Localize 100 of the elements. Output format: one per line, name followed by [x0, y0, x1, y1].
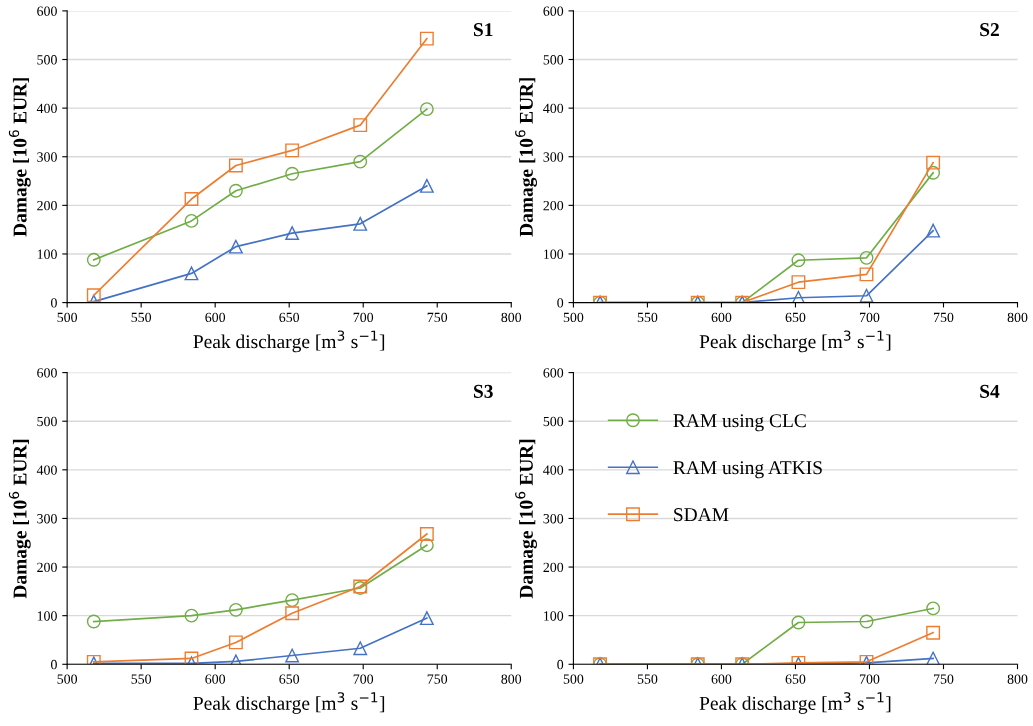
x-tick-label: 600: [711, 312, 732, 323]
point: [285, 606, 300, 621]
point: [184, 192, 199, 206]
y-tick-label: 600: [543, 368, 564, 378]
point: [228, 635, 243, 650]
x-axis-title: Peak discharge [m$^{3}$ s$^{−1}$]: [193, 692, 385, 714]
point: [285, 166, 300, 181]
y-tick-label: 100: [37, 611, 57, 621]
annotation: S3: [473, 384, 493, 398]
x-tick-label: 750: [427, 312, 448, 323]
y-tick-label: 400: [543, 103, 564, 114]
x-tick-label: 700: [353, 674, 374, 684]
y-tick-label: 300: [543, 514, 564, 524]
x-tick-label: 750: [933, 674, 954, 684]
point: [859, 267, 874, 282]
point: [926, 165, 941, 180]
point: [419, 527, 434, 541]
point: [926, 155, 941, 170]
y-tick-label: 0: [557, 659, 564, 670]
x-tick-label: 800: [1007, 312, 1028, 323]
y-tick-label: 300: [37, 514, 57, 524]
x-tick-label: 800: [501, 674, 522, 684]
point: [184, 213, 199, 228]
point: [86, 288, 101, 303]
x-tick-label: 600: [711, 674, 732, 684]
point: [859, 250, 874, 265]
y-tick-label: 200: [543, 562, 564, 573]
y-tick-label: 0: [51, 298, 57, 308]
x-tick-label: 650: [785, 674, 806, 684]
y-axis-title: Damage [10$^{6}$ EUR]: [515, 78, 537, 237]
point: [859, 288, 874, 303]
point: [419, 178, 434, 193]
y-axis-title: Damage [10$^{6}$ EUR]: [515, 439, 537, 599]
y-tick-label: 500: [543, 55, 564, 65]
x-tick-label: 650: [785, 312, 806, 323]
y-tick-label: 600: [37, 6, 57, 16]
point: [228, 654, 243, 665]
point: [353, 641, 368, 656]
point: [353, 118, 368, 133]
point: [86, 252, 101, 267]
y-tick-label: 0: [51, 659, 57, 670]
point: [353, 154, 368, 169]
x-tick-label: 750: [933, 312, 954, 323]
y-tick-label: 600: [543, 6, 564, 16]
legend-label: RAM using CLC: [673, 414, 806, 432]
point: [419, 102, 434, 117]
annotation: S4: [980, 384, 1000, 398]
y-tick-label: 500: [37, 55, 57, 65]
y-tick-label: 200: [37, 562, 57, 573]
point: [791, 290, 806, 303]
point: [228, 602, 243, 617]
point: [353, 216, 368, 231]
point: [86, 614, 101, 629]
annotation: S1: [473, 23, 493, 37]
y-tick-label: 400: [36, 103, 57, 114]
x-tick-label: 550: [131, 674, 152, 684]
y-tick-label: 300: [37, 152, 57, 162]
y-tick-label: 400: [543, 465, 564, 475]
point: [791, 275, 806, 290]
x-axis-title: Peak discharge [m$^{3}$ s$^{−1}$]: [699, 330, 891, 353]
point: [285, 648, 300, 663]
y-tick-label: 600: [37, 368, 57, 378]
point: [419, 611, 434, 626]
point: [228, 158, 243, 173]
point: [184, 651, 199, 665]
x-tick-label: 600: [205, 674, 226, 684]
x-tick-label: 800: [501, 312, 522, 323]
point: [184, 266, 199, 281]
y-tick-label: 100: [544, 611, 564, 621]
y-tick-label: 500: [37, 416, 57, 427]
y-tick-label: 0: [557, 298, 564, 308]
y-tick-label: 100: [544, 249, 564, 259]
x-tick-label: 550: [637, 674, 658, 684]
x-axis-title: Peak discharge [m$^{3}$ s$^{−1}$]: [193, 330, 385, 353]
point: [228, 239, 243, 254]
x-tick-label: 600: [205, 312, 226, 323]
point: [926, 223, 941, 238]
point: [285, 143, 300, 158]
y-axis-title: Damage [10$^{6}$ EUR]: [8, 78, 31, 237]
point: [184, 608, 199, 623]
point: [285, 226, 300, 241]
point: [791, 253, 806, 268]
x-tick-label: 700: [859, 312, 880, 323]
x-tick-label: 550: [637, 312, 658, 323]
x-axis-title: Peak discharge [m$^{3}$ s$^{−1}$]: [699, 692, 891, 714]
legend-label: SDAM: [674, 508, 729, 522]
y-tick-label: 500: [543, 416, 564, 427]
y-tick-label: 200: [543, 200, 564, 211]
x-tick-label: 750: [427, 674, 448, 684]
point: [228, 183, 243, 198]
y-axis-title: Damage [10$^{6}$ EUR]: [8, 439, 31, 599]
point: [285, 593, 300, 608]
annotation: S2: [980, 23, 999, 37]
x-tick-label: 650: [279, 312, 300, 323]
x-tick-label: 650: [279, 674, 300, 684]
point: [419, 31, 434, 46]
y-tick-label: 300: [543, 152, 564, 162]
x-tick-label: 800: [1007, 674, 1028, 684]
x-tick-label: 700: [353, 312, 374, 323]
x-tick-label: 550: [131, 312, 152, 323]
